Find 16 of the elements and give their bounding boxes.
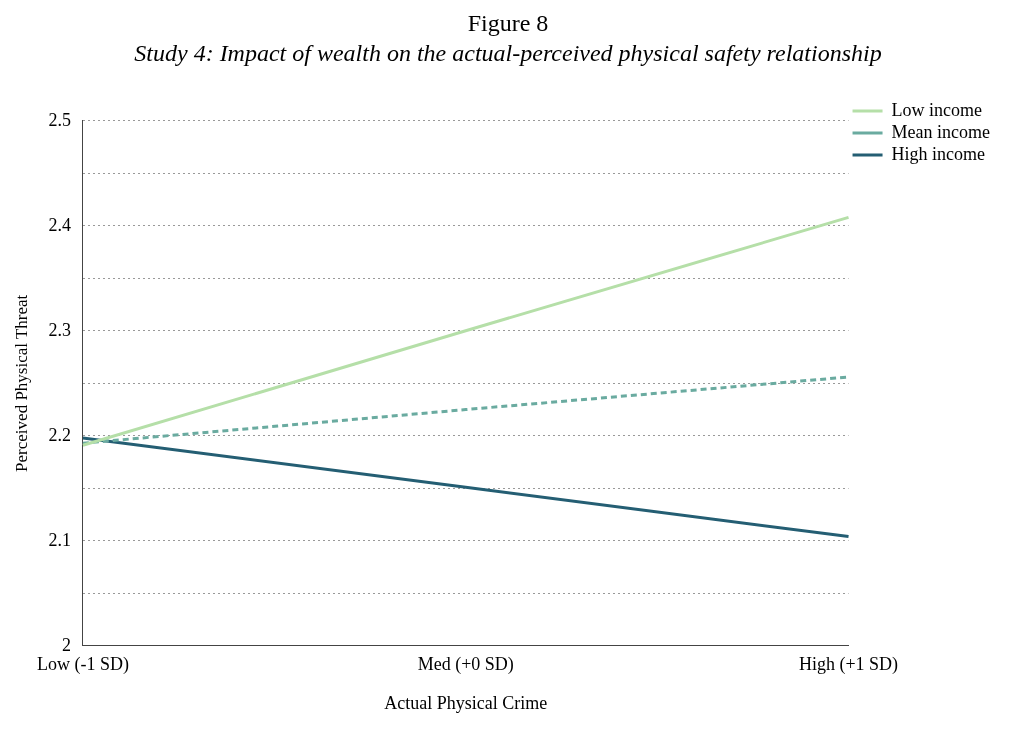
legend-label: Low income xyxy=(891,99,983,120)
x-axis-title: Actual Physical Crime xyxy=(384,692,548,713)
y-axis-title: Perceived Physical Threat xyxy=(11,294,31,472)
chart-title: Figure 8 xyxy=(466,9,550,38)
x-tick-label: High (+1 SD) xyxy=(798,654,899,676)
y-tick-label: 2 xyxy=(61,634,71,655)
y-tick-label: 2.5 xyxy=(48,109,71,130)
y-tick-label: 2.1 xyxy=(48,529,71,550)
chart-subtitle: Study 4: Impact of wealth on the actual-perceived physical safety relationship xyxy=(133,39,883,68)
y-tick-label: 2.4 xyxy=(48,214,71,235)
legend-label: High income xyxy=(891,143,986,164)
legend-label: Mean income xyxy=(891,121,991,142)
x-tick-label: Med (+0 SD) xyxy=(417,654,514,676)
x-tick-label: Low (-1 SD) xyxy=(36,654,129,676)
y-tick-label: 2.2 xyxy=(48,424,71,445)
y-tick-label: 2.3 xyxy=(48,319,71,340)
